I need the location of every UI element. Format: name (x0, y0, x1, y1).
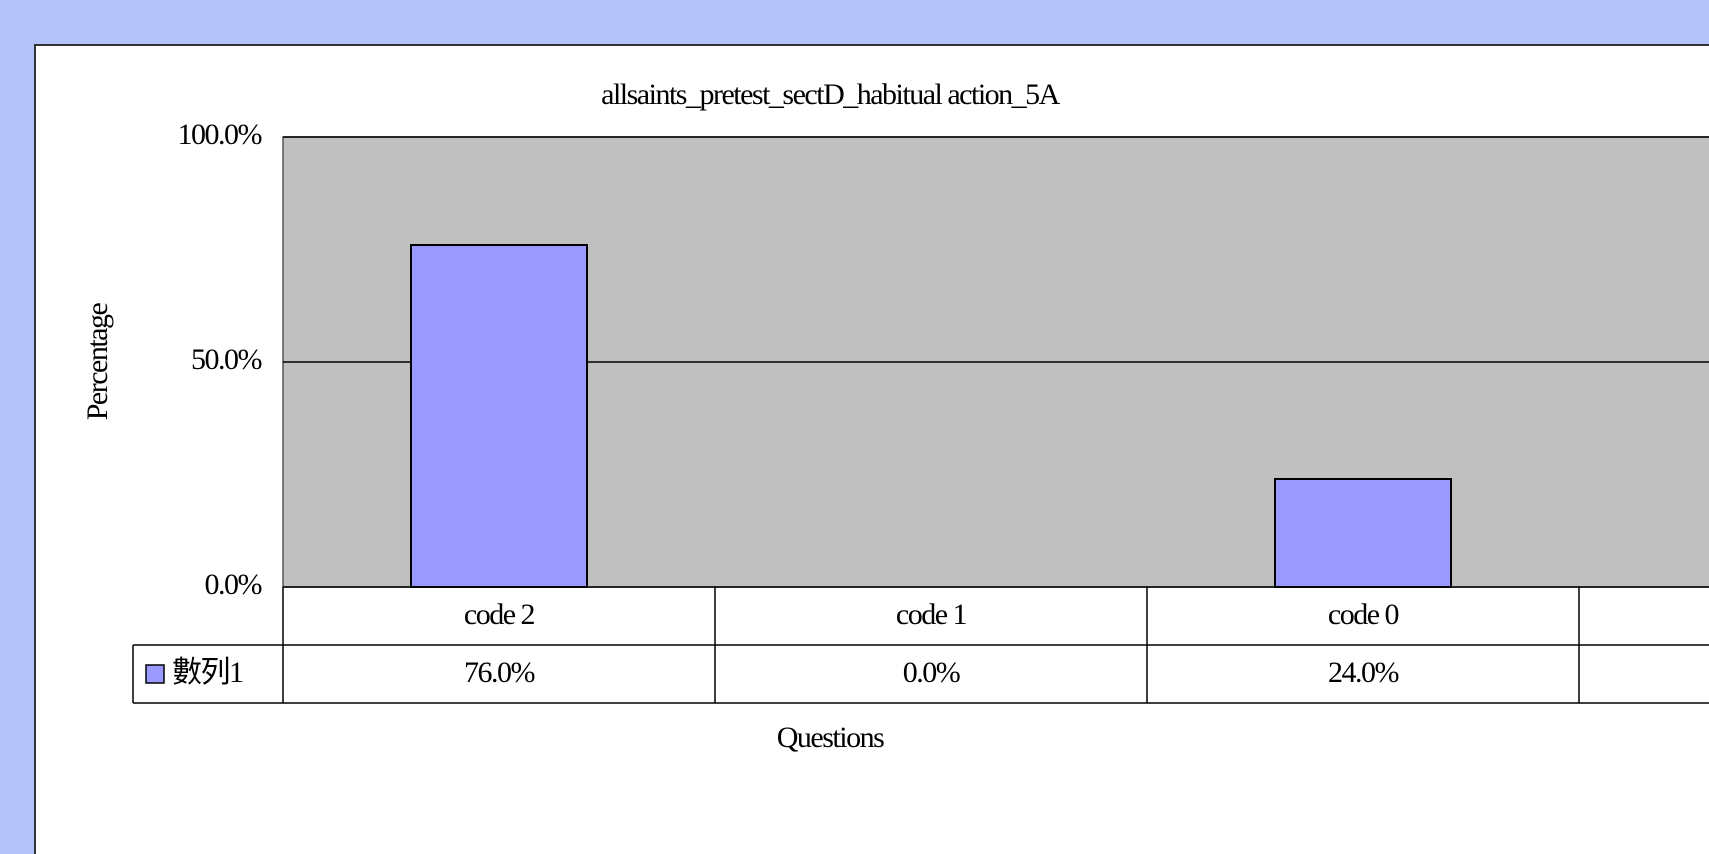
chart-title: allsaints_pretest_sectD_habitual action_… (601, 78, 1061, 111)
y-tick-label: 100.0% (178, 118, 262, 151)
x-tick-label: code 1 (896, 598, 967, 631)
bar (410, 244, 588, 588)
data-label: 24.0% (1328, 656, 1399, 689)
legend-swatch (145, 664, 165, 684)
x-axis-title: Questions (777, 721, 884, 754)
legend-label: 數列1 (172, 656, 243, 689)
y-tick-label: 50.0% (191, 343, 262, 376)
data-label: 76.0% (464, 656, 535, 689)
bar (1274, 478, 1452, 588)
y-tick-label: 0.0% (205, 568, 262, 601)
x-tick-label: code 0 (1328, 598, 1399, 631)
x-tick-label: code 2 (464, 598, 535, 631)
data-label: 0.0% (903, 656, 960, 689)
y-axis-title: Percentage (81, 303, 114, 421)
